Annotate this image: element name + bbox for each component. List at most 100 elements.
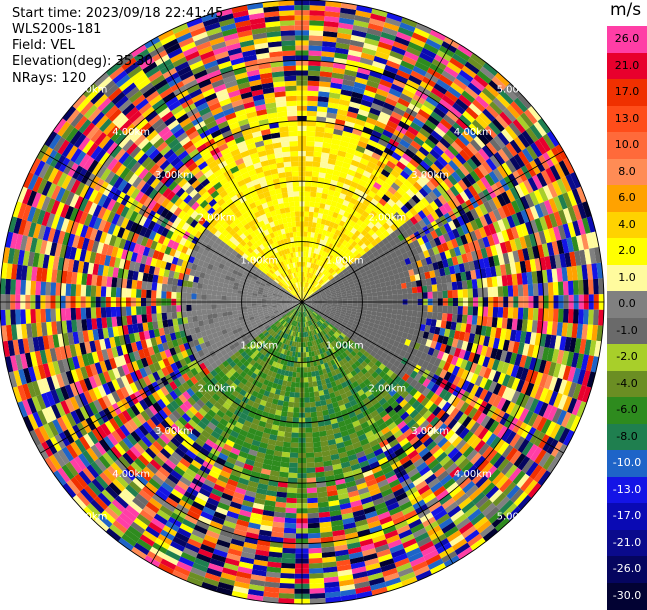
velocity-bin — [314, 146, 323, 152]
velocity-bin — [304, 232, 308, 237]
velocity-bin — [316, 187, 323, 193]
velocity-bin — [306, 136, 315, 141]
velocity-bin — [305, 397, 310, 402]
velocity-bin — [402, 294, 407, 300]
velocity-bin — [305, 427, 312, 432]
velocity-bin — [309, 573, 324, 579]
velocity-bin — [305, 422, 312, 427]
velocity-bin — [518, 308, 524, 320]
velocity-bin — [305, 166, 312, 171]
velocity-bin — [299, 337, 301, 342]
velocity-bin — [307, 237, 311, 242]
velocity-bin — [306, 468, 315, 473]
velocity-bin — [279, 588, 294, 594]
velocity-bin — [307, 498, 318, 504]
velocity-bin — [573, 309, 579, 324]
velocity-bin — [285, 508, 296, 514]
velocity-bin — [307, 503, 318, 509]
velocity-bin — [304, 377, 308, 382]
velocity-bin — [381, 313, 387, 318]
velocity-bin — [295, 382, 300, 387]
velocity-bin — [377, 304, 382, 308]
velocity-bin — [347, 298, 352, 301]
velocity-bin — [307, 493, 317, 499]
velocity-bin — [309, 553, 323, 559]
velocity-bin — [432, 284, 438, 291]
velocity-bin — [281, 568, 295, 574]
velocity-bin — [282, 406, 288, 412]
velocity-bin — [307, 96, 318, 102]
velocity-bin — [316, 411, 323, 417]
velocity-bin — [285, 386, 290, 392]
velocity-bin — [289, 458, 298, 463]
velocity-bin — [287, 493, 297, 499]
velocity-bin — [282, 548, 295, 554]
velocity-bin — [407, 293, 412, 299]
velocity-bin — [304, 362, 308, 367]
velocity-bin — [317, 492, 328, 498]
velocity-bin — [442, 283, 448, 291]
velocity-bin — [313, 386, 318, 392]
velocity-bin — [304, 372, 308, 377]
velocity-bin — [310, 397, 316, 403]
velocity-bin — [472, 279, 478, 289]
velocity-bin — [396, 284, 402, 290]
velocity-bin — [467, 315, 473, 324]
velocity-bin — [305, 407, 311, 412]
velocity-bin — [367, 307, 372, 311]
velocity-bin — [397, 294, 402, 299]
velocity-bin — [573, 280, 579, 295]
velocity-bin — [296, 377, 300, 382]
velocity-bin — [498, 286, 504, 297]
velocity-bin — [427, 312, 433, 319]
velocity-bin — [306, 437, 314, 442]
velocity-bin — [307, 362, 311, 367]
velocity-bin — [304, 221, 308, 226]
velocity-bin — [309, 212, 314, 217]
velocity-bin — [503, 286, 509, 297]
velocity-bin — [462, 280, 468, 289]
velocity-bin — [313, 151, 321, 157]
velocity-bin — [311, 412, 317, 418]
velocity-bin — [308, 227, 312, 232]
velocity-bin — [533, 308, 539, 321]
velocity-bin — [293, 362, 297, 367]
velocity-bin — [310, 407, 316, 413]
velocity-bin — [313, 437, 321, 443]
velocity-bin — [303, 252, 306, 257]
velocity-bin — [306, 146, 314, 151]
velocity-bin — [347, 303, 352, 306]
velocity-bin — [437, 313, 443, 321]
velocity-bin — [518, 285, 524, 297]
velocity-bin — [437, 306, 442, 314]
velocity-bin — [382, 291, 387, 296]
velocity-bin — [513, 308, 519, 319]
velocity-bin — [392, 294, 397, 299]
velocity-bin — [412, 311, 418, 317]
velocity-bin — [372, 308, 377, 312]
velocity-bin — [593, 279, 599, 295]
velocity-bin — [306, 473, 315, 479]
velocity-bin — [548, 282, 554, 295]
velocity-bin — [498, 307, 504, 318]
velocity-bin — [305, 186, 311, 191]
velocity-bin — [306, 156, 314, 161]
velocity-bin — [523, 284, 529, 296]
velocity-bin — [387, 295, 392, 300]
velocity-bin — [296, 367, 300, 372]
velocity-bin — [487, 277, 493, 287]
velocity-bin — [463, 289, 468, 298]
velocity-bin — [291, 432, 298, 437]
velocity-bin — [305, 196, 311, 201]
velocity-bin — [382, 308, 387, 313]
velocity-bin — [357, 297, 362, 300]
velocity-bin — [298, 352, 301, 357]
velocity-bin — [309, 387, 314, 392]
velocity-bin — [310, 402, 316, 408]
velocity-bin — [362, 304, 367, 308]
velocity-bin — [392, 290, 398, 295]
velocity-bin — [311, 187, 317, 193]
velocity-bin — [310, 593, 326, 599]
velocity-bin — [307, 111, 317, 117]
velocity-bin — [309, 207, 314, 213]
